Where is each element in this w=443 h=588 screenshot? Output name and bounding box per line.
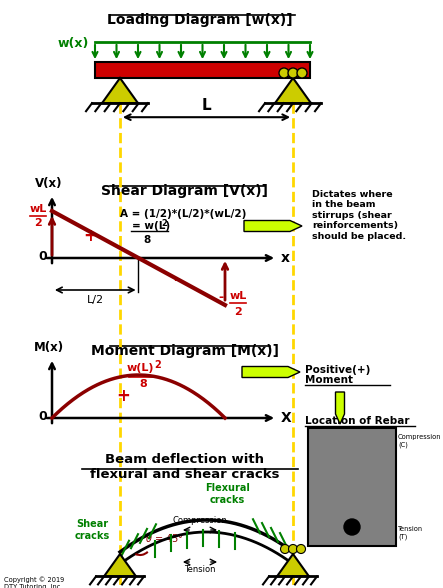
Text: M(x): M(x) [34,341,64,354]
Text: w(L): w(L) [127,363,154,373]
Text: A = (1/2)*(L/2)*(wL/2): A = (1/2)*(L/2)*(wL/2) [120,209,246,219]
Text: wL: wL [29,204,47,214]
Text: Compression: Compression [398,434,442,440]
Text: Copyright © 2019
DTY Tutoring, Inc.
All rights reserved.: Copyright © 2019 DTY Tutoring, Inc. All … [4,576,67,588]
Polygon shape [277,554,309,576]
Text: $\theta$ = 45°: $\theta$ = 45° [145,532,183,544]
Text: 2: 2 [34,218,42,228]
Text: X: X [281,411,292,425]
Text: (T): (T) [398,534,408,540]
Circle shape [279,68,289,78]
Text: Loading Diagram [w(x)]: Loading Diagram [w(x)] [107,13,293,27]
Text: +: + [83,227,97,245]
Text: L/2: L/2 [87,295,104,305]
Text: Location of Rebar: Location of Rebar [305,416,409,426]
Text: 8: 8 [144,235,151,245]
Text: Compression: Compression [173,516,227,525]
Polygon shape [102,78,138,103]
FancyArrow shape [242,366,300,377]
Bar [95,62,310,78]
Text: L: L [202,98,211,113]
Text: x: x [281,251,290,265]
Text: $(A_s)$: $(A_s)$ [338,470,366,488]
FancyArrow shape [335,392,345,424]
Text: 2: 2 [234,307,242,317]
Text: Beam deflection with
flexural and shear cracks: Beam deflection with flexural and shear … [90,453,280,481]
Text: wL: wL [229,291,247,301]
Text: V(x): V(x) [35,177,63,190]
Text: +: + [117,387,130,405]
FancyArrow shape [244,220,302,232]
Circle shape [344,519,360,535]
Circle shape [296,544,306,553]
Circle shape [288,68,298,78]
Text: Flexural
cracks: Flexural cracks [205,483,250,505]
Text: Tension: Tension [398,526,423,532]
Text: 0: 0 [38,250,47,263]
Polygon shape [104,554,136,576]
Text: Tension: Tension [184,565,216,574]
Text: Moment: Moment [305,375,353,385]
Text: -: - [219,290,224,303]
Text: 2: 2 [155,360,161,370]
Bar [308,428,396,546]
Text: w(x): w(x) [58,36,89,49]
Circle shape [288,544,298,553]
Text: -: - [173,271,180,289]
Text: = w(L): = w(L) [132,221,170,231]
Text: 2: 2 [161,219,167,228]
Polygon shape [275,78,311,103]
Circle shape [280,544,289,553]
Circle shape [297,68,307,78]
Text: Dictates where
in the beam
stirrups (shear
reinforcements)
should be placed.: Dictates where in the beam stirrups (she… [312,190,406,240]
Text: Moment Diagram [M(x)]: Moment Diagram [M(x)] [91,344,279,358]
Text: 0: 0 [38,410,47,423]
Text: Shear
cracks: Shear cracks [74,519,109,541]
Text: Shear Diagram [V(x)]: Shear Diagram [V(x)] [101,184,268,198]
Text: 8: 8 [140,379,148,389]
Text: Positive(+): Positive(+) [305,365,370,375]
Text: (C): (C) [398,442,408,449]
